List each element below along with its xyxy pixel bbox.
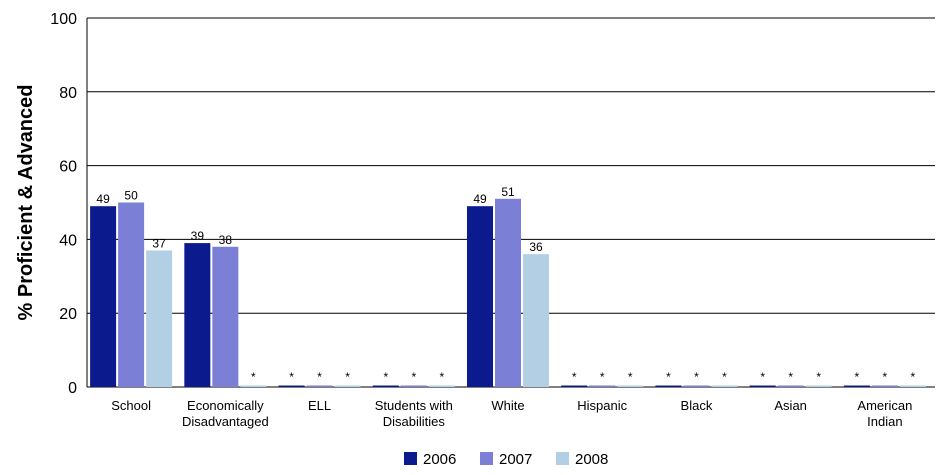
data-label-2006-4: 49 <box>473 192 487 206</box>
x-tick-label-2: ELL <box>308 398 331 413</box>
data-label-2007-1: 38 <box>219 233 233 247</box>
bar-2008-8 <box>899 385 926 387</box>
y-axis-title: % Proficient & Advanced <box>15 85 37 321</box>
legend-swatch-2008 <box>556 452 569 465</box>
x-tick-label-7: Asian <box>774 398 807 413</box>
data-label-2007-4: 51 <box>501 185 515 199</box>
y-tick-label-40: 40 <box>59 232 77 249</box>
suppressed-marker-2007-5: * <box>600 370 605 384</box>
bar-2006-5 <box>561 385 588 387</box>
suppressed-marker-2008-5: * <box>628 370 633 384</box>
x-tick-label-5: Hispanic <box>577 398 627 413</box>
bar-2008-6 <box>711 385 738 387</box>
data-label-2006-0: 49 <box>96 192 110 206</box>
bar-2008-3 <box>428 385 455 387</box>
data-label-2007-0: 50 <box>124 189 138 203</box>
bar-2007-7 <box>777 385 804 387</box>
suppressed-marker-2006-2: * <box>289 370 294 384</box>
bar-2008-4 <box>523 254 549 387</box>
data-label-2006-1: 39 <box>191 229 205 243</box>
suppressed-marker-2008-3: * <box>439 370 444 384</box>
bar-2008-5 <box>617 385 644 387</box>
x-tick-label-6: Black <box>681 398 713 413</box>
bar-2008-0 <box>146 250 173 387</box>
y-tick-label-0: 0 <box>68 380 77 397</box>
bar-2006-7 <box>749 385 776 387</box>
bar-2008-7 <box>805 385 832 387</box>
x-tick-label-3: Students with Disabilities <box>375 398 453 429</box>
y-tick-label-60: 60 <box>59 159 77 176</box>
suppressed-marker-2008-8: * <box>911 370 916 384</box>
bar-2006-0 <box>90 206 117 387</box>
bar-2008-1 <box>240 385 267 387</box>
bar-2008-2 <box>334 385 361 387</box>
bar-2006-6 <box>655 385 682 387</box>
legend-swatch-2007 <box>480 452 493 465</box>
suppressed-marker-2008-1: * <box>251 370 256 384</box>
bar-2007-2 <box>306 385 333 387</box>
bar-2007-4 <box>495 198 521 387</box>
bar-2007-0 <box>118 202 145 387</box>
suppressed-marker-2007-2: * <box>317 370 322 384</box>
x-tick-label-0: School <box>111 398 151 413</box>
y-tick-label-100: 100 <box>50 11 77 28</box>
bar-2006-3 <box>372 385 399 387</box>
suppressed-marker-2008-2: * <box>345 370 350 384</box>
suppressed-marker-2006-7: * <box>760 370 765 384</box>
bar-2007-6 <box>683 385 710 387</box>
bar-2006-4 <box>467 206 493 387</box>
suppressed-marker-2007-7: * <box>788 370 793 384</box>
data-label-2008-4: 36 <box>529 240 543 254</box>
legend-label-2006: 2006 <box>423 451 456 468</box>
bar-2007-8 <box>871 385 898 387</box>
data-label-2008-0: 37 <box>152 236 166 250</box>
y-tick-label-20: 20 <box>59 306 77 323</box>
bar-2006-8 <box>843 385 870 387</box>
bar-2007-3 <box>400 385 427 387</box>
y-tick-label-80: 80 <box>59 85 77 102</box>
bar-2007-1 <box>212 246 239 387</box>
legend-label-2008: 2008 <box>575 451 608 468</box>
bar-2006-2 <box>278 385 305 387</box>
legend-label-2007: 2007 <box>499 451 532 468</box>
suppressed-marker-2007-8: * <box>883 370 888 384</box>
suppressed-marker-2006-6: * <box>666 370 671 384</box>
suppressed-marker-2007-6: * <box>694 370 699 384</box>
bar-2006-1 <box>184 243 211 387</box>
x-tick-label-1: Economically Disadvantaged <box>182 398 269 429</box>
suppressed-marker-2006-3: * <box>383 370 388 384</box>
suppressed-marker-2008-7: * <box>816 370 821 384</box>
x-tick-label-4: White <box>491 398 524 413</box>
suppressed-marker-2007-3: * <box>411 370 416 384</box>
suppressed-marker-2006-5: * <box>572 370 577 384</box>
bar-2007-5 <box>589 385 616 387</box>
x-tick-label-8: American Indian <box>857 398 912 429</box>
suppressed-marker-2008-6: * <box>722 370 727 384</box>
legend-swatch-2006 <box>404 452 417 465</box>
suppressed-marker-2006-8: * <box>855 370 860 384</box>
